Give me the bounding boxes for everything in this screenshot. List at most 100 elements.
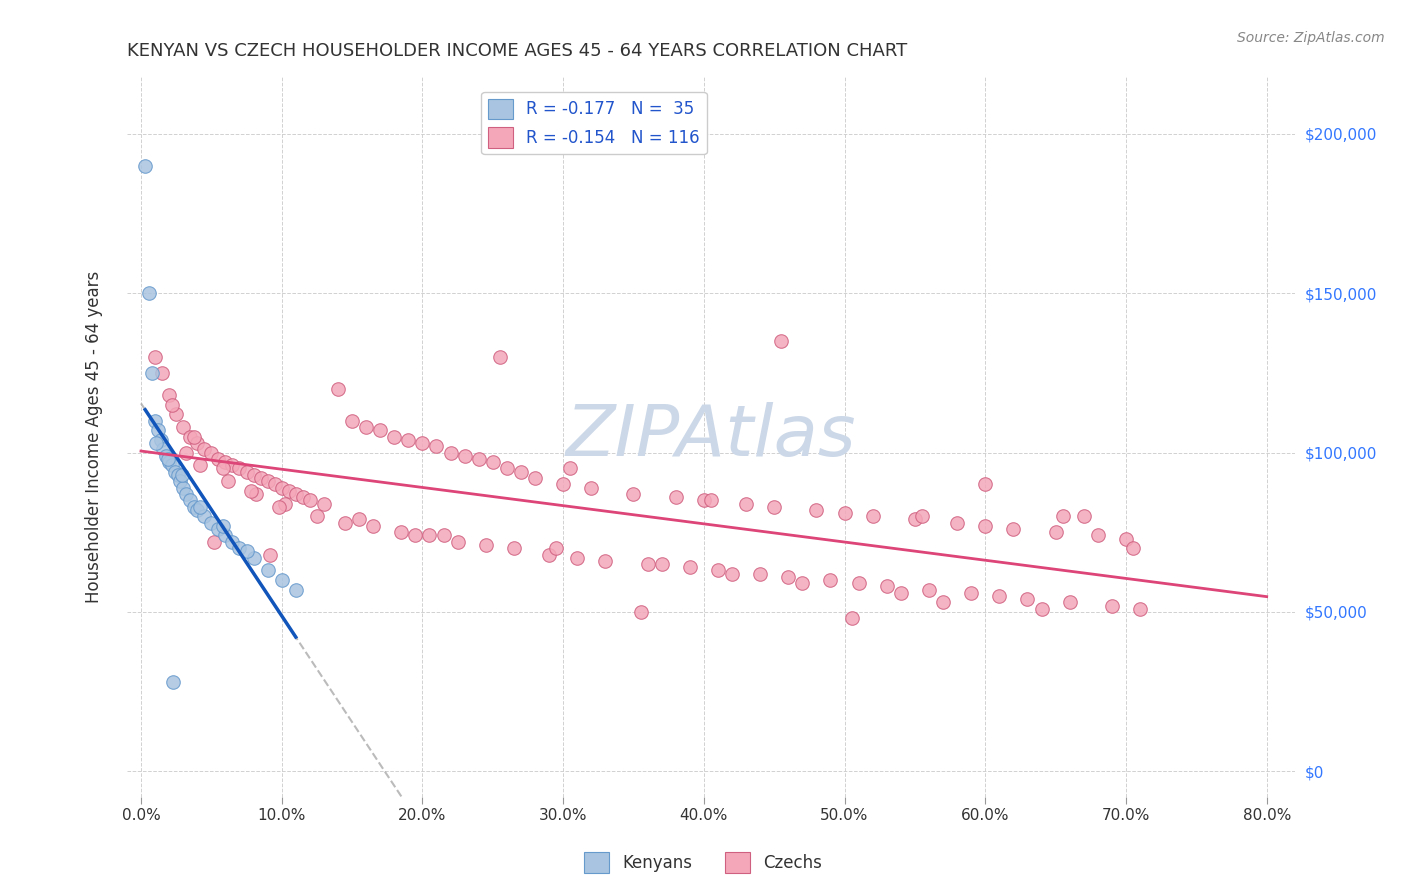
Point [188, 458, 211, 473]
Point [425, 439, 447, 453]
Text: KENYAN VS CZECH HOUSEHOLDER INCOME AGES 45 - 64 YEARS CORRELATION CHART: KENYAN VS CZECH HOUSEHOLDER INCOME AGES … [127, 42, 907, 60]
Point [214, 528, 236, 542]
Point [623, 487, 645, 501]
Point [239, 483, 262, 498]
Point [474, 538, 496, 552]
Point [1115, 532, 1137, 546]
Point [207, 522, 229, 536]
Point [524, 471, 547, 485]
Point [411, 436, 433, 450]
Point [1052, 509, 1074, 524]
Point [1122, 541, 1144, 556]
Point [202, 534, 225, 549]
Point [389, 525, 412, 540]
Point [193, 442, 215, 457]
Point [145, 436, 167, 450]
Point [217, 475, 239, 489]
Point [1073, 509, 1095, 524]
Point [169, 475, 191, 489]
Point [1087, 528, 1109, 542]
Point [270, 481, 292, 495]
Point [1045, 525, 1067, 540]
Point [368, 423, 391, 437]
Point [665, 490, 688, 504]
Point [778, 570, 800, 584]
Point [165, 407, 187, 421]
Point [143, 414, 166, 428]
Point [890, 586, 912, 600]
Point [228, 541, 250, 556]
Point [495, 461, 517, 475]
Point [340, 414, 363, 428]
Point [333, 516, 356, 530]
Point [156, 452, 179, 467]
Point [183, 429, 205, 443]
Point [146, 423, 169, 437]
Point [946, 516, 969, 530]
Point [267, 500, 290, 514]
Point [446, 534, 468, 549]
Point [242, 467, 264, 482]
Point [581, 481, 603, 495]
Point [960, 586, 983, 600]
Point [166, 467, 188, 482]
Point [211, 461, 233, 475]
Point [862, 509, 884, 524]
Point [211, 519, 233, 533]
Point [193, 509, 215, 524]
Point [235, 465, 257, 479]
Text: Source: ZipAtlas.com: Source: ZipAtlas.com [1237, 31, 1385, 45]
Legend: R = -0.177   N =  35, R = -0.154   N = 116: R = -0.177 N = 35, R = -0.154 N = 116 [481, 92, 707, 154]
Point [988, 589, 1011, 603]
Point [183, 500, 205, 514]
Point [326, 382, 349, 396]
Point [396, 433, 419, 447]
Point [347, 512, 370, 526]
Point [256, 564, 278, 578]
Point [221, 534, 243, 549]
Point [214, 455, 236, 469]
Point [221, 458, 243, 473]
Point [242, 550, 264, 565]
Point [200, 445, 222, 459]
Point [291, 490, 314, 504]
Point [974, 519, 997, 533]
Point [848, 576, 870, 591]
Legend: Kenyans, Czechs: Kenyans, Czechs [576, 846, 830, 880]
Point [134, 159, 156, 173]
Point [172, 420, 194, 434]
Point [179, 429, 201, 443]
Point [312, 497, 335, 511]
Point [1129, 601, 1152, 615]
Point [693, 493, 716, 508]
Point [911, 509, 934, 524]
Y-axis label: Householder Income Ages 45 - 64 years: Householder Income Ages 45 - 64 years [86, 270, 103, 603]
Point [974, 477, 997, 491]
Point [820, 573, 842, 587]
Point [876, 579, 898, 593]
Point [502, 541, 524, 556]
Point [284, 487, 307, 501]
Point [841, 611, 863, 625]
Point [792, 576, 814, 591]
Point [249, 471, 271, 485]
Point [141, 366, 163, 380]
Point [200, 516, 222, 530]
Point [1059, 595, 1081, 609]
Point [245, 487, 267, 501]
Point [155, 449, 177, 463]
Point [270, 573, 292, 587]
Point [188, 500, 211, 514]
Point [404, 528, 426, 542]
Point [538, 548, 561, 562]
Point [553, 477, 575, 491]
Point [1101, 599, 1123, 613]
Point [707, 564, 730, 578]
Point [160, 398, 183, 412]
Point [418, 528, 440, 542]
Point [150, 366, 173, 380]
Point [806, 503, 828, 517]
Point [277, 483, 299, 498]
Point [157, 388, 180, 402]
Point [143, 350, 166, 364]
